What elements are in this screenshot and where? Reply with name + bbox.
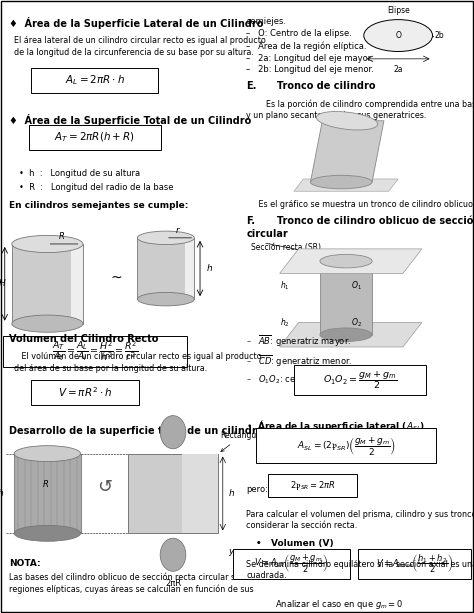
Ellipse shape: [320, 254, 372, 268]
Text: Analizar el caso en que $g_m = 0$: Analizar el caso en que $g_m = 0$: [275, 598, 403, 611]
FancyBboxPatch shape: [29, 124, 161, 150]
Text: ↺: ↺: [97, 478, 112, 497]
Text: Sección recta (SR): Sección recta (SR): [251, 243, 321, 252]
Text: R: R: [43, 481, 48, 489]
Text: –   $\overline{AB}$: generatriz mayor.
–   $\overline{CD}$: generatriz menor.
– : – $\overline{AB}$: generatriz mayor. – $…: [246, 334, 375, 386]
Text: El área lateral de un cilindro circular recto es igual al producto
de la longitu: El área lateral de un cilindro circular …: [14, 36, 266, 56]
Ellipse shape: [137, 231, 194, 245]
Text: $\dfrac{A_T}{A_t} = \dfrac{A_L}{A_l} = \dfrac{H^2}{h^2} = \dfrac{R^2}{r^2}$: $\dfrac{A_T}{A_t} = \dfrac{A_L}{A_l} = \…: [52, 339, 138, 364]
FancyBboxPatch shape: [294, 365, 426, 395]
Text: •  h  :   Longitud de su altura: • h : Longitud de su altura: [19, 169, 140, 178]
FancyBboxPatch shape: [12, 244, 83, 324]
Text: $O_1O_2 = \dfrac{g_M + g_m}{2}$: $O_1O_2 = \dfrac{g_M + g_m}{2}$: [323, 369, 397, 391]
Text: semiejes.: semiejes.: [246, 17, 286, 26]
Text: $h_1$: $h_1$: [280, 280, 289, 292]
Text: h: h: [206, 264, 212, 273]
Text: Es la porción de cilindro comprendida entre una base
y un plano secante a todas : Es la porción de cilindro comprendida en…: [246, 99, 474, 120]
FancyBboxPatch shape: [128, 454, 218, 533]
Circle shape: [160, 416, 186, 449]
Ellipse shape: [12, 315, 83, 332]
Text: y: y: [228, 547, 234, 556]
Text: $V = A_{SR}\left(\dfrac{g_M + g_m}{2}\right)$: $V = A_{SR}\left(\dfrac{g_M + g_m}{2}\ri…: [255, 553, 328, 575]
Ellipse shape: [316, 112, 378, 130]
Text: El volúmen de un cilindro circular recto es igual al producto
del área de su bas: El volúmen de un cilindro circular recto…: [14, 352, 262, 373]
FancyBboxPatch shape: [71, 244, 83, 324]
Ellipse shape: [14, 525, 81, 541]
Ellipse shape: [320, 328, 372, 341]
FancyBboxPatch shape: [233, 549, 350, 579]
Circle shape: [160, 538, 186, 571]
Text: Las bases del cilindro oblicuo de sección recta circular son
regiones elípticas,: Las bases del cilindro oblicuo de secció…: [9, 573, 254, 593]
Text: Tronco de cilindro: Tronco de cilindro: [260, 81, 375, 91]
Polygon shape: [280, 322, 422, 347]
Text: 2b: 2b: [435, 31, 445, 40]
Text: O: O: [395, 31, 401, 40]
Text: •  R  :   Longitud del radio de la base: • R : Longitud del radio de la base: [19, 183, 173, 192]
Text: Para calcular el volumen del prisma, cilindro y sus troncos,
considerar la secci: Para calcular el volumen del prisma, cil…: [246, 510, 474, 530]
Text: R: R: [170, 550, 176, 559]
Text: H: H: [0, 280, 5, 288]
Text: Rectángulo: Rectángulo: [220, 432, 264, 452]
Text: $A_L = 2\pi R \cdot h$: $A_L = 2\pi R \cdot h$: [65, 74, 125, 87]
Text: $V = A_{base}\left(\dfrac{h_1 + h_2}{2}\right)$: $V = A_{base}\left(\dfrac{h_1 + h_2}{2}\…: [376, 553, 453, 575]
Text: $O_1$: $O_1$: [351, 280, 362, 292]
Text: ~: ~: [110, 271, 122, 284]
Text: ♦  Área de la Superficie Total de un Cilindro: ♦ Área de la Superficie Total de un Cili…: [9, 114, 252, 126]
FancyBboxPatch shape: [358, 549, 471, 579]
Text: h: h: [228, 489, 234, 498]
Text: pero:: pero:: [246, 485, 268, 495]
Text: Tronco de cilindro oblicuo de sección recta: Tronco de cilindro oblicuo de sección re…: [260, 216, 474, 226]
Text: Elipse: Elipse: [387, 6, 410, 15]
Text: –   O: Centro de la elipse.
–   Área de la región elíptica.
–   2a: Longitud del: – O: Centro de la elipse. – Área de la r…: [246, 29, 374, 74]
Text: R: R: [59, 232, 65, 241]
Text: E.: E.: [246, 81, 257, 91]
Text: r: r: [175, 226, 179, 235]
Text: Desarrollo de la superficie total de un cilindro: Desarrollo de la superficie total de un …: [9, 426, 264, 436]
Text: En cilindros semejantes se cumple:: En cilindros semejantes se cumple:: [9, 201, 189, 210]
Text: Se denomina cilindro equilátero si la sección axial es una región
cuadrada.: Se denomina cilindro equilátero si la se…: [246, 559, 474, 580]
Text: $h_2$: $h_2$: [280, 316, 290, 329]
Text: •   Volumen (V): • Volumen (V): [256, 539, 334, 549]
FancyBboxPatch shape: [14, 454, 81, 533]
Ellipse shape: [137, 292, 194, 306]
FancyBboxPatch shape: [185, 238, 194, 299]
Text: $A_T = 2\pi R(h+R)$: $A_T = 2\pi R(h+R)$: [55, 131, 135, 144]
Text: h: h: [0, 489, 3, 498]
FancyBboxPatch shape: [31, 67, 158, 93]
Text: $2\mathfrak{p}_{SR} = 2\pi R$: $2\mathfrak{p}_{SR} = 2\pi R$: [290, 479, 336, 492]
FancyBboxPatch shape: [182, 454, 218, 533]
Text: •  Área de la superficie lateral ($A_{SL}$): • Área de la superficie lateral ($A_{SL}…: [246, 418, 426, 433]
Text: NOTA:: NOTA:: [9, 559, 41, 568]
Polygon shape: [280, 249, 422, 273]
Ellipse shape: [12, 235, 83, 253]
Ellipse shape: [364, 20, 432, 51]
Polygon shape: [294, 179, 398, 191]
Text: R: R: [170, 428, 176, 436]
Ellipse shape: [310, 175, 372, 189]
Text: Es el gráfico se muestra un tronco de cilindro oblicuo.: Es el gráfico se muestra un tronco de ci…: [246, 200, 474, 210]
Text: F.: F.: [246, 216, 255, 226]
Text: $A_{SL} = (2\mathfrak{p}_{SR})\left(\dfrac{g_M + g_m}{2}\right)$: $A_{SL} = (2\mathfrak{p}_{SR})\left(\dfr…: [297, 435, 395, 457]
Ellipse shape: [14, 446, 81, 462]
Text: ♦  Área de la Superficie Lateral de un Cilindro: ♦ Área de la Superficie Lateral de un Ci…: [9, 17, 264, 29]
Text: $O_2$: $O_2$: [351, 316, 362, 329]
Text: 2πR: 2πR: [165, 579, 181, 588]
FancyBboxPatch shape: [31, 379, 139, 405]
FancyBboxPatch shape: [256, 428, 436, 463]
Text: circular: circular: [246, 229, 288, 239]
Text: $V = \pi R^2 \cdot h$: $V = \pi R^2 \cdot h$: [58, 386, 112, 399]
Polygon shape: [310, 121, 384, 182]
FancyBboxPatch shape: [268, 474, 357, 497]
Text: Volumen del Cilindro Recto: Volumen del Cilindro Recto: [9, 334, 159, 344]
Text: 2a: 2a: [393, 65, 403, 74]
FancyBboxPatch shape: [137, 238, 194, 299]
FancyBboxPatch shape: [3, 336, 187, 367]
FancyBboxPatch shape: [320, 261, 372, 335]
